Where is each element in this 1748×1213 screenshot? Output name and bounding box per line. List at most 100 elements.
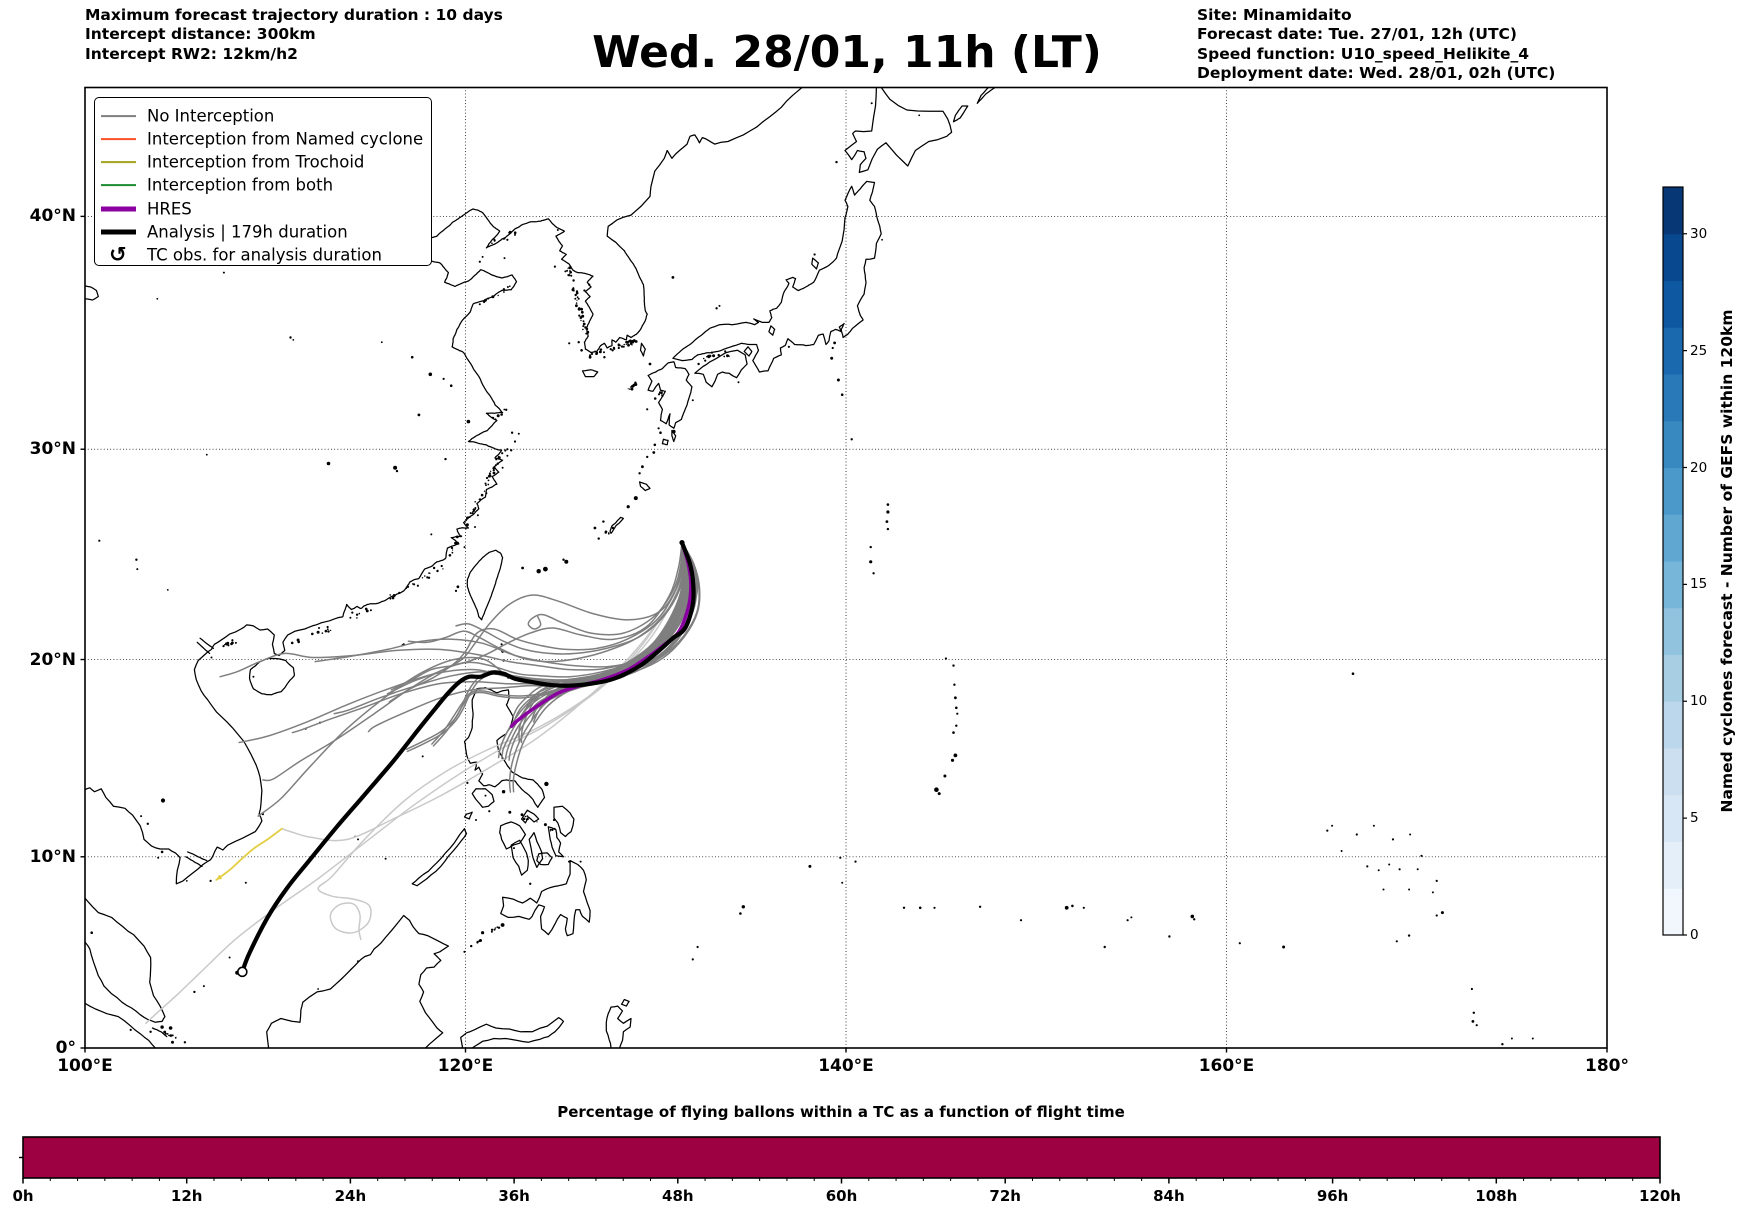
island-dot (490, 930, 493, 933)
island-dot (168, 1026, 173, 1030)
island-dot (520, 813, 524, 817)
island-dot (494, 927, 497, 929)
island-dot (487, 475, 491, 478)
trajectory-hres (509, 540, 693, 729)
island-dot (839, 856, 842, 859)
island-dot (135, 558, 138, 561)
island-dot (593, 526, 597, 530)
colorbar-label: Named cyclones forecast - Number of GEFS… (1718, 309, 1736, 813)
island-dot (210, 656, 213, 659)
island-dot (500, 643, 503, 646)
island-dot (496, 926, 499, 929)
x-tick-label-100: 100°E (57, 1056, 113, 1076)
island-dot (1238, 942, 1241, 945)
island-dot (252, 675, 255, 678)
bottom-chart-tick-label-36: 36h (498, 1187, 530, 1205)
island-dot (653, 443, 657, 447)
colorbar-segment (1663, 748, 1683, 796)
island-dot (553, 827, 556, 830)
island-dot (830, 356, 834, 360)
island-dot (244, 881, 247, 884)
island-dot (140, 815, 143, 818)
trajectory-no-interception (238, 541, 688, 744)
colorbar-tick-label-10: 10 (1690, 693, 1708, 710)
tc-rotation-icon: ↺ (109, 242, 127, 267)
island-dot (488, 810, 491, 813)
island-dot (472, 508, 476, 512)
bottom-chart-tick-label-72: 72h (989, 1187, 1021, 1205)
info-right-line4: Deployment date: Wed. 28/01, 02h (UTC) (1197, 64, 1556, 83)
island-dot (628, 339, 632, 343)
island-dot (671, 276, 675, 279)
island-dot (357, 960, 359, 963)
island-dot (468, 516, 471, 519)
trajectory-trochoid (215, 827, 283, 881)
island-dot (623, 343, 625, 346)
island-dot (426, 576, 429, 579)
coastline (463, 811, 473, 820)
island-dot (549, 830, 552, 832)
island-dot (289, 336, 292, 339)
island-dot (574, 297, 577, 300)
island-dot (953, 683, 956, 686)
island-dot (1501, 1043, 1504, 1046)
island-dot (718, 304, 721, 307)
island-dot (607, 532, 610, 535)
colorbar-segment (1663, 327, 1683, 375)
island-dot (223, 644, 226, 646)
coastline (605, 1005, 632, 1048)
island-dot (1440, 911, 1444, 915)
island-dot (484, 482, 487, 485)
island-dot (506, 454, 509, 457)
island-dot (1351, 672, 1355, 675)
island-dot (487, 479, 490, 482)
island-dot (506, 286, 509, 288)
island-dot (502, 238, 505, 240)
island-dot (513, 231, 517, 234)
legend-swatch-line (101, 161, 136, 164)
colorbar-tick-label-30: 30 (1690, 225, 1708, 242)
island-dot (850, 438, 853, 441)
coastline (510, 839, 529, 876)
island-dot (697, 362, 700, 366)
island-dot (696, 945, 699, 949)
island-dot (484, 794, 487, 797)
island-dot (380, 341, 383, 344)
island-dot (517, 432, 520, 435)
island-dot (583, 289, 586, 292)
analysis-end-marker (237, 966, 248, 978)
island-dot (1126, 919, 1129, 922)
island-dot (424, 575, 426, 577)
legend-swatch-line (101, 229, 136, 235)
island-dot (490, 928, 494, 931)
colorbar-segment (1663, 280, 1683, 328)
island-dot (556, 229, 559, 231)
island-dot (577, 307, 581, 311)
trajectories (145, 540, 701, 1025)
island-dot (209, 879, 212, 883)
island-dot (1019, 919, 1023, 922)
island-dot (1282, 945, 1286, 949)
info-left: Maximum forecast trajectory duration : 1… (85, 6, 503, 64)
island-dot (944, 657, 948, 660)
island-dot (416, 584, 419, 587)
island-dot (619, 344, 621, 347)
island-dot (1377, 869, 1380, 872)
island-dot (529, 882, 532, 885)
island-dot (292, 339, 295, 341)
coastline (743, 346, 753, 357)
island-dot (510, 431, 514, 434)
colorbar-segment (1663, 607, 1683, 655)
island-dot (521, 566, 524, 570)
coastline (151, 1027, 168, 1038)
island-dot (653, 397, 657, 400)
island-dot (430, 533, 433, 536)
island-dot (497, 294, 499, 297)
info-left-line2: Intercept distance: 300km (85, 25, 316, 44)
island-dot (501, 452, 504, 455)
island-dot (575, 291, 579, 295)
legend-item-analysis-179h-duration: Analysis | 179h duration (95, 220, 431, 244)
island-dot (536, 569, 541, 574)
colorbar-tick-label-25: 25 (1690, 342, 1708, 359)
island-dot (502, 288, 506, 291)
